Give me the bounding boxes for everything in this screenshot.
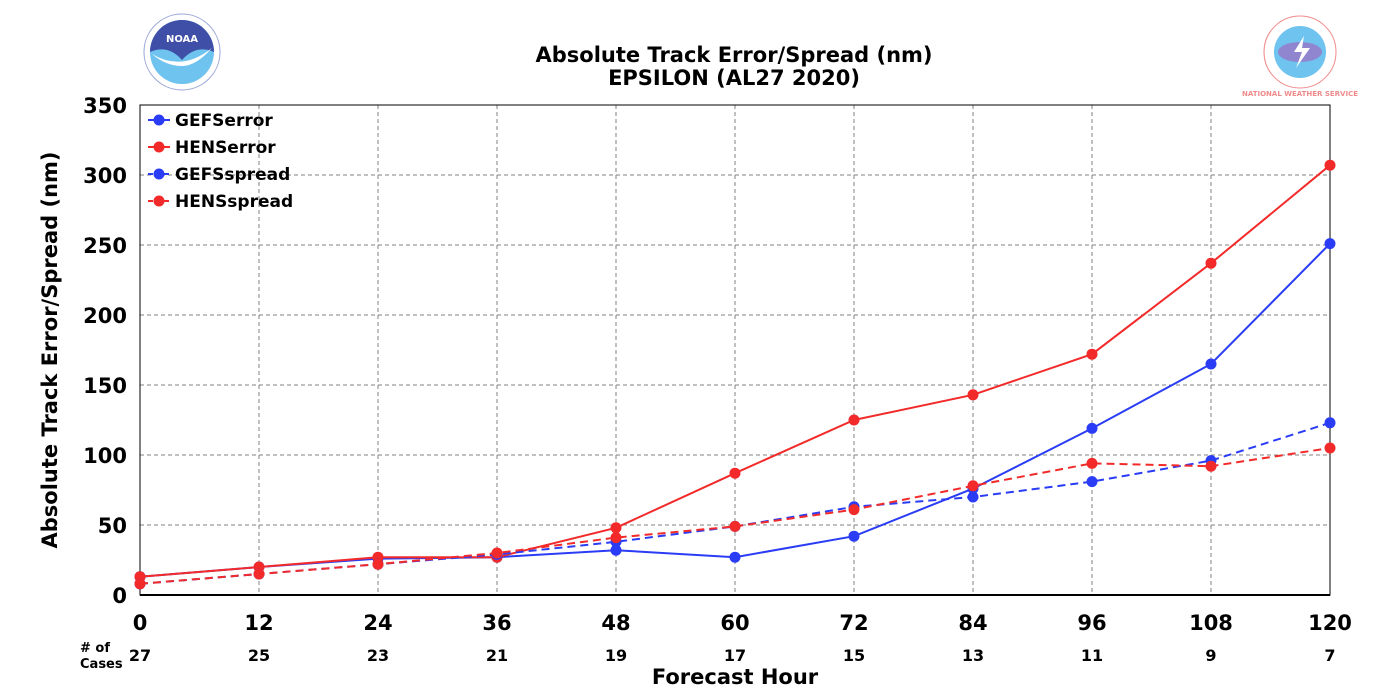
data-point-HENSerror xyxy=(610,522,622,534)
data-point-HENSerror xyxy=(1324,159,1336,171)
case-count: 27 xyxy=(129,646,151,665)
data-point-HENSspread xyxy=(372,558,384,570)
data-point-HENSerror xyxy=(1205,257,1217,269)
noaa-logo-icon: NOAA xyxy=(143,13,221,91)
y-tick-label: 150 xyxy=(83,374,127,398)
cases-label-line2: Cases xyxy=(80,657,123,672)
case-count: 15 xyxy=(843,646,865,665)
x-axis-ticks: 0 12 24 36 48 60 72 84 96 108 120 xyxy=(133,611,1352,635)
data-point-HENSspread xyxy=(967,480,979,492)
legend-label-HENSerror: HENSerror xyxy=(175,138,276,158)
data-point-HENSspread xyxy=(253,568,265,580)
chart-subtitle: EPSILON (AL27 2020) xyxy=(608,66,860,90)
case-count: 21 xyxy=(486,646,508,665)
case-count: 9 xyxy=(1205,646,1216,665)
x-tick-label: 96 xyxy=(1077,611,1106,635)
x-tick-label: 0 xyxy=(133,611,148,635)
x-tick-label: 60 xyxy=(720,611,749,635)
legend-label-GEFSspread: GEFSspread xyxy=(175,165,290,185)
x-tick-label: 84 xyxy=(958,611,987,635)
legend-marker-HENSerror xyxy=(153,141,165,153)
case-count: 17 xyxy=(724,646,746,665)
y-tick-label: 300 xyxy=(83,164,127,188)
cases-row: 27 25 23 21 19 17 15 13 11 9 7 xyxy=(129,646,1336,665)
x-tick-label: 12 xyxy=(244,611,273,635)
legend: GEFSerror HENSerror GEFSspread HENSspread xyxy=(148,111,293,212)
data-point-HENSerror xyxy=(729,467,741,479)
data-point-GEFSerror xyxy=(610,544,622,556)
y-tick-label: 250 xyxy=(83,234,127,258)
data-point-HENSspread xyxy=(729,520,741,532)
data-point-GEFSerror xyxy=(848,530,860,542)
y-tick-label: 350 xyxy=(83,94,127,118)
x-tick-label: 120 xyxy=(1308,611,1352,635)
nws-logo-icon: NATIONAL WEATHER SERVICE xyxy=(1242,15,1358,98)
case-count: 11 xyxy=(1081,646,1103,665)
data-point-GEFSerror xyxy=(1086,422,1098,434)
y-tick-label: 200 xyxy=(83,304,127,328)
nws-logo-text: NATIONAL WEATHER SERVICE xyxy=(1242,90,1358,98)
x-tick-label: 24 xyxy=(363,611,392,635)
data-point-HENSerror xyxy=(848,414,860,426)
data-point-HENSerror xyxy=(967,389,979,401)
data-point-HENSspread xyxy=(848,504,860,516)
x-tick-label: 36 xyxy=(482,611,511,635)
x-tick-label: 48 xyxy=(601,611,630,635)
y-axis-ticks: 0 50 100 150 200 250 300 350 xyxy=(83,94,127,608)
data-point-GEFSspread xyxy=(1324,417,1336,429)
data-point-GEFSerror xyxy=(729,551,741,563)
x-tick-label: 72 xyxy=(839,611,868,635)
data-point-HENSspread xyxy=(1205,460,1217,472)
legend-marker-HENSspread xyxy=(153,195,165,207)
data-point-GEFSspread xyxy=(967,491,979,503)
series-HENSspread xyxy=(134,442,1336,590)
data-point-GEFSspread xyxy=(1086,476,1098,488)
data-point-GEFSerror xyxy=(1324,238,1336,250)
data-point-HENSspread xyxy=(610,532,622,544)
data-point-HENSspread xyxy=(1086,457,1098,469)
legend-label-HENSspread: HENSspread xyxy=(175,192,293,212)
data-point-HENSspread xyxy=(491,547,503,559)
legend-marker-GEFSerror xyxy=(153,114,165,126)
chart-title: Absolute Track Error/Spread (nm) xyxy=(535,43,932,67)
case-count: 25 xyxy=(248,646,270,665)
y-axis-label: Absolute Track Error/Spread (nm) xyxy=(38,151,62,548)
legend-label-GEFSerror: GEFSerror xyxy=(175,111,273,131)
series-group xyxy=(134,159,1336,590)
y-tick-label: 0 xyxy=(112,584,127,608)
noaa-logo-text: NOAA xyxy=(166,34,198,45)
case-count: 19 xyxy=(605,646,627,665)
y-tick-label: 50 xyxy=(98,514,127,538)
data-point-GEFSerror xyxy=(1205,358,1217,370)
case-count: 13 xyxy=(962,646,984,665)
x-tick-label: 108 xyxy=(1189,611,1233,635)
data-point-HENSerror xyxy=(1086,348,1098,360)
data-point-HENSspread xyxy=(1324,442,1336,454)
y-tick-label: 100 xyxy=(83,444,127,468)
series-line-HENSspread xyxy=(139,447,1331,585)
legend-marker-GEFSspread xyxy=(153,168,165,180)
x-axis-label: Forecast Hour xyxy=(652,665,819,689)
cases-label-line1: # of xyxy=(80,641,110,656)
case-count: 7 xyxy=(1324,646,1335,665)
data-point-HENSspread xyxy=(134,578,146,590)
case-count: 23 xyxy=(367,646,389,665)
